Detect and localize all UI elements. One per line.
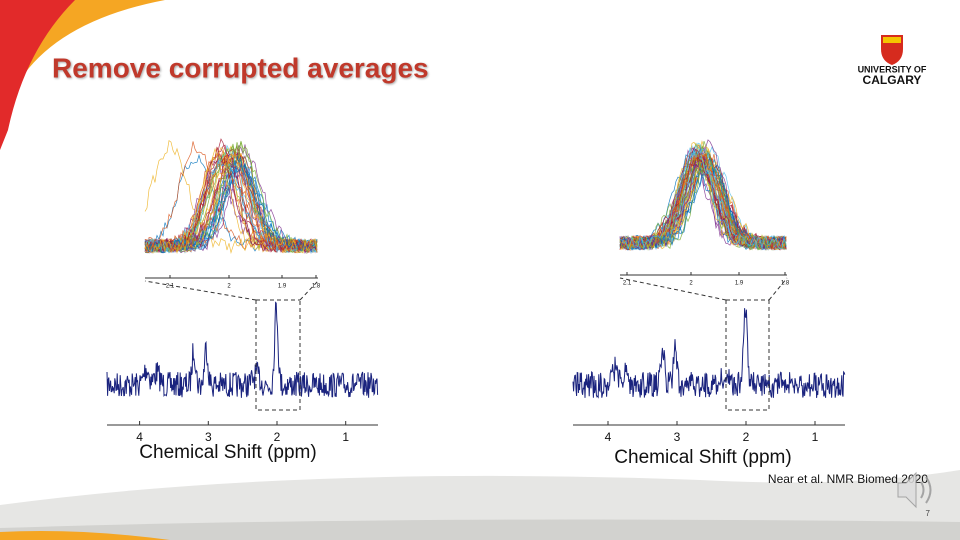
inset-tick-label: 2 bbox=[227, 284, 231, 290]
spectrum bbox=[572, 308, 846, 399]
inset-trace bbox=[144, 160, 318, 254]
spectrum bbox=[106, 301, 379, 398]
logo: UNIVERSITY OF CALGARY bbox=[858, 35, 927, 87]
x-tick-label: 1 bbox=[342, 430, 349, 444]
speaker-icon[interactable] bbox=[897, 471, 932, 509]
speaker-body bbox=[897, 471, 917, 509]
figure: 4 3 2 1 Chemical Shift (ppm) 2.1 2 1.9 1.8 bbox=[572, 139, 846, 468]
x-tick-label: 3 bbox=[205, 430, 212, 444]
inset-trace bbox=[619, 155, 787, 251]
x-tick-label: 1 bbox=[812, 430, 819, 444]
inset-tick-label: 1.9 bbox=[278, 284, 287, 290]
citation: Near et al. NMR Biomed 2020 bbox=[768, 472, 928, 486]
logo-line: UNIVERSITY OF bbox=[858, 64, 927, 74]
swoosh-grey-dark bbox=[0, 519, 960, 540]
zoom-connector bbox=[619, 277, 788, 301]
inset-tick-label: 2.1 bbox=[623, 281, 632, 287]
inset-trace bbox=[144, 147, 318, 253]
inset-tick-label: 1.8 bbox=[312, 284, 321, 290]
inset-tick-label: 2 bbox=[689, 281, 693, 287]
x-tick-label: 4 bbox=[605, 430, 612, 444]
zoom-connector bbox=[144, 280, 319, 301]
swoosh-orange-bottom bbox=[0, 531, 170, 540]
x-tick-label: 2 bbox=[743, 430, 750, 444]
x-tick-label: 3 bbox=[674, 430, 681, 444]
slide-number: 7 bbox=[926, 509, 931, 518]
logo-line: CALGARY bbox=[863, 73, 922, 87]
inset-tick-label: 2.1 bbox=[166, 284, 175, 290]
x-tick-label: 2 bbox=[274, 430, 281, 444]
inset-trace bbox=[144, 152, 318, 255]
inset-trace bbox=[144, 150, 318, 254]
logo-band bbox=[883, 37, 901, 43]
inset-trace bbox=[619, 147, 787, 251]
inset-tick-label: 1.8 bbox=[781, 281, 790, 287]
speaker-waves bbox=[920, 476, 932, 504]
axis-label: Chemical Shift (ppm) bbox=[614, 447, 791, 468]
inset-trace bbox=[619, 145, 787, 250]
x-tick-label: 4 bbox=[136, 430, 143, 444]
slide-title: Remove corrupted averages bbox=[52, 52, 429, 83]
inset-trace bbox=[144, 147, 318, 253]
swoosh-red bbox=[0, 0, 75, 150]
figure: 4 3 2 1 Chemical Shift (ppm) 2.1 2 1.9 1.8 bbox=[106, 138, 379, 463]
axis-label: Chemical Shift (ppm) bbox=[139, 442, 316, 463]
inset-tick-label: 1.9 bbox=[735, 281, 744, 287]
